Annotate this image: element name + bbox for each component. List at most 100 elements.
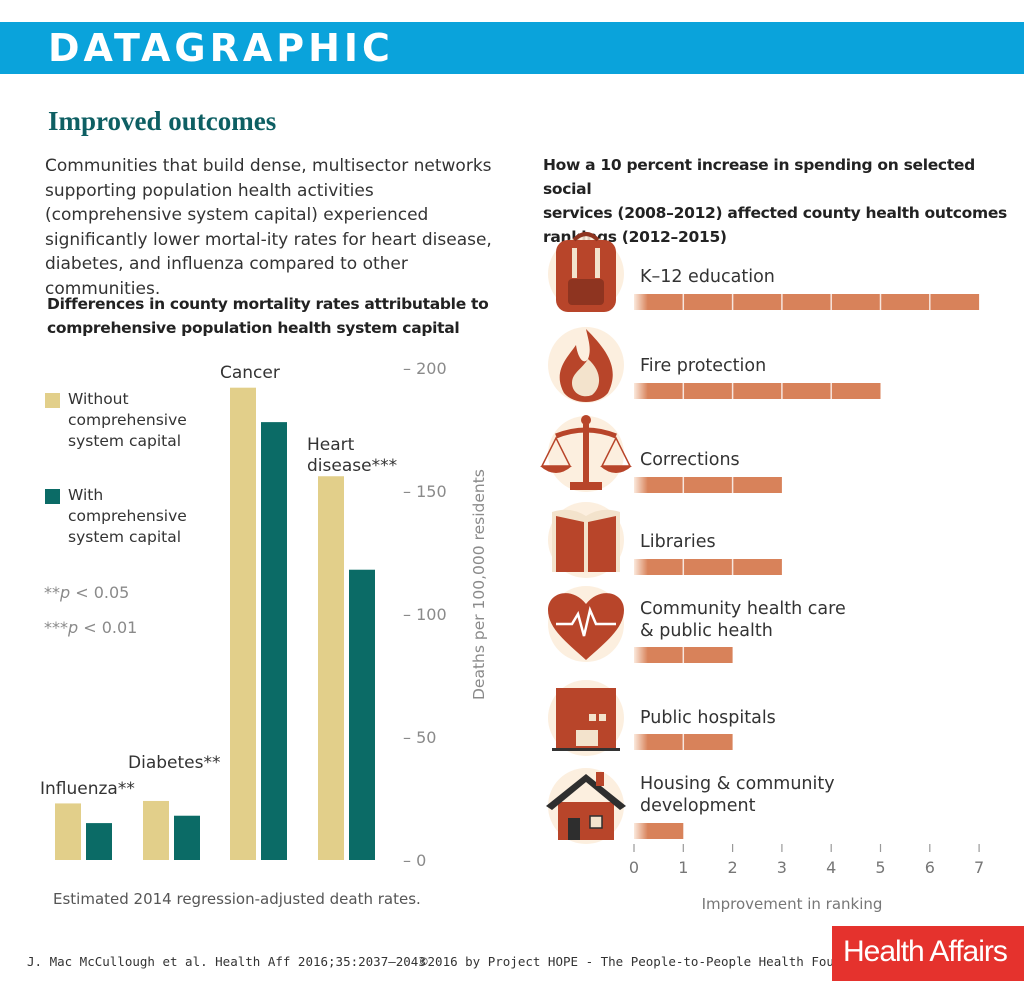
x-tick-label: 5 <box>875 858 885 877</box>
house-roof <box>546 774 626 810</box>
x-tick-label: 4 <box>826 858 836 877</box>
heartbeat-line <box>556 605 616 637</box>
flame-inner <box>572 359 600 397</box>
category-label: Influenza** <box>40 779 135 799</box>
backpack-handle <box>572 232 600 242</box>
legend-swatch-without <box>45 393 60 408</box>
scales-base <box>570 482 602 490</box>
category-label: Diabetes** <box>128 753 220 773</box>
house-chimney <box>596 772 604 786</box>
credit-citation: J. Mac McCullough et al. Health Aff 2016… <box>27 954 426 969</box>
y-axis-label: Deaths per 100,000 residents <box>470 469 488 700</box>
backpack-icon <box>548 232 624 312</box>
y-tick-label: – 150 <box>403 482 447 501</box>
scales-pan <box>540 466 572 473</box>
bar <box>349 569 375 860</box>
legend-label-with: With comprehensive system capital <box>68 485 187 548</box>
book-icon <box>548 502 624 578</box>
right-chart-title: How a 10 percent increase in spending on… <box>543 153 1024 249</box>
hospital-window <box>589 714 596 721</box>
note-stars: ** <box>44 583 60 602</box>
hbar <box>634 477 782 493</box>
hospital-ground <box>552 748 620 751</box>
legend-swatch-with <box>45 489 60 504</box>
credit-copyright: ©2016 by Project HOPE - The People-to-Pe… <box>420 954 932 969</box>
legend-with-line-1: With <box>68 486 104 504</box>
hbar <box>634 294 980 310</box>
note-p: p <box>60 583 71 602</box>
scales-top <box>581 415 591 425</box>
bar <box>55 803 81 860</box>
hospital-entrance <box>576 730 598 746</box>
left-chart-title-line-2: comprehensive population health system c… <box>47 319 460 337</box>
category-label: Fire protection <box>640 356 766 376</box>
header-banner <box>0 22 1024 74</box>
right-chart-title-line-1: How a 10 percent increase in spending on… <box>543 156 975 198</box>
house-window <box>589 815 603 829</box>
backpack-strap <box>572 248 577 278</box>
book-right <box>588 516 616 572</box>
note-text: < 0.05 <box>70 583 130 602</box>
right-chart-title-line-2: services (2008–2012) affected county hea… <box>543 204 1007 222</box>
bar <box>174 815 200 860</box>
legend-without-line-2: comprehensive <box>68 411 187 429</box>
hbar <box>634 823 684 839</box>
house-icon <box>546 768 626 844</box>
legend-without-line-3: system capital <box>68 432 182 450</box>
legend-without-line-1: Without <box>68 390 129 408</box>
x-tick-label: 2 <box>728 858 738 877</box>
heart-icon <box>548 586 624 662</box>
category-label: Corrections <box>640 450 740 470</box>
fire-icon <box>548 327 624 403</box>
category-label: K–12 education <box>640 267 775 287</box>
hospital-window <box>599 714 606 721</box>
bar <box>318 476 344 860</box>
banner-title: DATAGRAPHIC <box>48 26 394 70</box>
y-tick-label: – 50 <box>403 728 436 747</box>
y-tick-label: – 100 <box>403 605 447 624</box>
category-label: Public hospitals <box>640 708 776 728</box>
x-tick-label: 7 <box>974 858 984 877</box>
scales-pan <box>600 466 632 473</box>
bar <box>86 823 112 860</box>
backpack-pocket <box>568 279 604 305</box>
note-stars: *** <box>44 618 68 637</box>
x-axis-label: Improvement in ranking <box>702 895 883 913</box>
category-label: Cancer <box>220 363 280 383</box>
y-tick-label: – 200 <box>403 359 447 378</box>
significance-note-001: ***p < 0.01 <box>44 618 137 637</box>
bar <box>261 422 287 860</box>
scales-icon <box>540 415 632 492</box>
scales-beam <box>555 427 617 439</box>
y-tick-label: – 0 <box>403 851 426 870</box>
legend-label-without: Without comprehensive system capital <box>68 389 187 452</box>
category-label: Libraries <box>640 532 716 552</box>
section-title: Improved outcomes <box>48 106 277 136</box>
legend-with-line-2: comprehensive <box>68 507 187 525</box>
backpack-strap <box>595 248 600 278</box>
health-affairs-logo-text: Health Affairs <box>843 935 1008 968</box>
x-tick-label: 6 <box>925 858 935 877</box>
x-tick-label: 1 <box>678 858 688 877</box>
mortality-bar-chart: Influenza** Diabetes** Cancer Heart disease*… <box>40 359 488 870</box>
left-chart-footnote: Estimated 2014 regression-adjusted death… <box>53 890 421 908</box>
house-door <box>568 818 580 840</box>
house-body <box>558 802 614 840</box>
intro-paragraph: Communities that build dense, multisecto… <box>45 156 492 299</box>
scales-pole <box>583 424 589 484</box>
hospital-icon <box>548 680 624 756</box>
hbar <box>634 383 881 399</box>
category-label: Heart disease*** <box>307 435 397 476</box>
significance-note-005: **p < 0.05 <box>44 583 129 602</box>
category-label: Community health care & public health <box>640 599 846 641</box>
x-tick-label: 3 <box>777 858 787 877</box>
ranking-bar-chart: K–12 education Fire protection Corrections… <box>540 232 984 913</box>
hbar <box>634 559 782 575</box>
left-chart-title-line-1: Differences in county mortality rates at… <box>47 295 489 313</box>
note-text: < 0.01 <box>78 618 138 637</box>
category-label: Housing & community development <box>640 774 835 816</box>
health-affairs-logo <box>832 926 1024 981</box>
book-left <box>556 516 584 572</box>
x-tick-label: 0 <box>629 858 639 877</box>
